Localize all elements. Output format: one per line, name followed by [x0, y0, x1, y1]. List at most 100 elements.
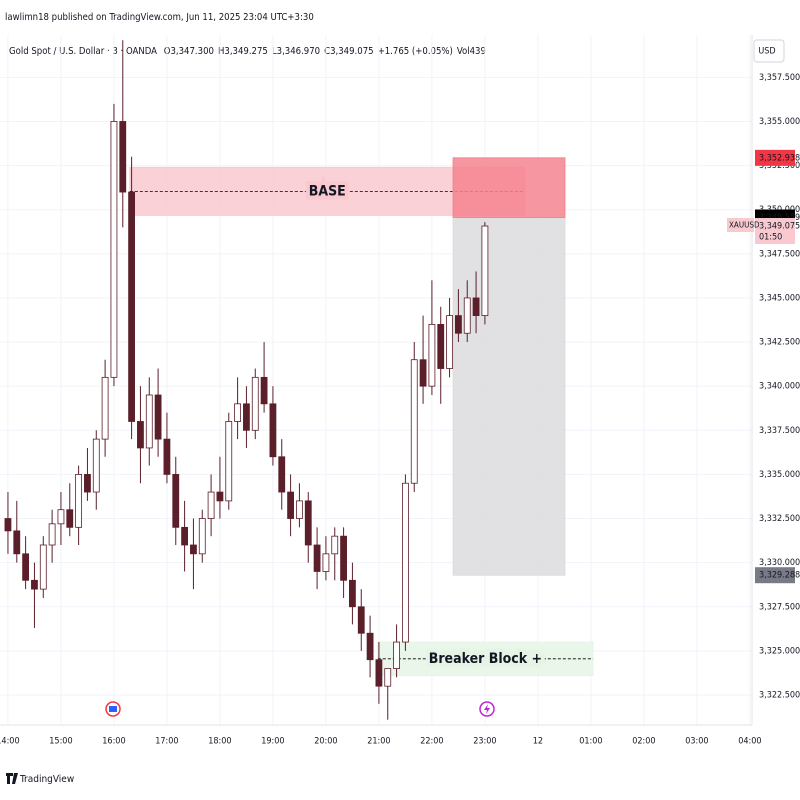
published-note: lawlimn18 published on TradingView.com, …	[5, 12, 314, 23]
candle-body	[181, 526, 188, 546]
candle-body	[92, 438, 100, 493]
y-tick-label: 3,335.000	[759, 470, 800, 480]
x-tick-label: 15:00	[49, 737, 72, 747]
price-label: 3,352.938	[759, 153, 800, 163]
price-label-box	[755, 567, 795, 584]
candle-body	[437, 324, 445, 369]
candle-body	[481, 225, 489, 316]
candle-body	[39, 544, 47, 590]
candle-body	[119, 121, 127, 193]
brand: TradingView	[19, 774, 74, 785]
y-tick-label: 3,322.500	[759, 691, 800, 701]
y-tick-label: 3,357.500	[759, 73, 800, 83]
candle-body	[84, 474, 91, 493]
candle-body	[260, 376, 268, 405]
y-tick-label: 3,347.500	[759, 249, 800, 259]
legend-line: Gold Spot / U.S. Dollar · 3 · OANDA O3,3…	[9, 46, 494, 57]
x-tick-label: 23:00	[473, 737, 496, 747]
candle-body	[154, 394, 162, 440]
candle-body	[322, 553, 330, 572]
candle-body	[402, 482, 409, 643]
bolt-icon	[484, 704, 490, 714]
candle-body	[163, 438, 171, 475]
candle-body	[145, 394, 153, 449]
candle-body	[243, 403, 250, 431]
x-tick-label: 18:00	[208, 737, 231, 747]
price-label-sub: 01:50	[759, 233, 782, 243]
price-label: 3,349.559	[759, 213, 800, 223]
candle-body	[48, 523, 56, 546]
y-tick-label: 3,345.000	[759, 293, 800, 303]
candle-body	[172, 474, 180, 528]
zone-label: Breaker Block +	[429, 651, 542, 667]
candle-body	[375, 659, 383, 687]
ohlc-values: O3,347.300 H3,349.275 L3,346.970 C3,349.075…	[164, 46, 490, 57]
candle-body	[463, 297, 471, 334]
y-tick-label: 3,325.000	[759, 646, 800, 656]
candle-body	[428, 324, 436, 387]
zone	[452, 157, 566, 218]
candle-body	[4, 518, 12, 532]
price-label: 3,329.288	[759, 571, 800, 581]
x-tick-label: 02:00	[632, 737, 655, 747]
candle-body	[66, 509, 74, 528]
x-tick-label: 20:00	[314, 737, 337, 747]
x-tick-label: 19:00	[261, 737, 284, 747]
candle-body	[304, 500, 312, 546]
ohlc-value: Vol439	[456, 46, 486, 57]
candle-body	[393, 641, 400, 669]
candle-body	[75, 474, 83, 528]
currency-button[interactable]	[753, 39, 785, 63]
candle-body	[198, 518, 206, 555]
candle-body	[472, 297, 480, 316]
y-tick-label: 3,352.500	[759, 161, 800, 171]
candle-body	[287, 491, 294, 519]
x-tick-label: 12	[533, 737, 543, 747]
candle-body	[455, 315, 462, 334]
candle-body	[384, 668, 392, 687]
candle-body	[419, 359, 427, 387]
x-tick-label: 21:00	[367, 737, 390, 747]
x-tick-label: 16:00	[102, 737, 125, 747]
zone-label: BASE	[309, 183, 346, 199]
ohlc-value: +1.765 (+0.05%)	[377, 46, 453, 57]
y-tick-label: 3,327.500	[759, 602, 800, 612]
candle-body	[31, 579, 38, 590]
x-tick-label: 01:00	[579, 737, 602, 747]
candle-body	[57, 509, 65, 525]
x-tick-label: 22:00	[420, 737, 443, 747]
y-tick-label: 3,337.500	[759, 426, 800, 436]
currency: USD	[758, 47, 775, 57]
candle-body	[137, 421, 144, 449]
candle-body	[190, 544, 197, 555]
candle-body	[225, 421, 233, 502]
candle-body	[110, 121, 118, 378]
y-tick-label: 3,355.000	[759, 117, 800, 127]
candle-body	[357, 606, 365, 634]
symbol-label: XAUUSD	[729, 221, 760, 230]
candle-body	[207, 491, 215, 519]
ohlc-value: L3,346.970	[271, 46, 321, 57]
candle-body	[101, 376, 109, 440]
candle-body	[216, 491, 224, 502]
candle-body	[13, 530, 21, 555]
candle-body	[313, 544, 321, 572]
candle-body	[446, 315, 453, 369]
ohlc-value: C3,349.075	[324, 46, 374, 57]
candle-body	[234, 403, 241, 422]
y-tick-label: 3,340.000	[759, 382, 800, 392]
price-label-box	[755, 218, 795, 245]
symbol-box	[727, 218, 754, 233]
candle-body	[410, 359, 418, 484]
tv-logo	[6, 773, 18, 784]
candle-body	[251, 376, 259, 431]
flag-icon	[109, 706, 117, 712]
ohlc-value: O3,347.300	[163, 46, 214, 57]
candle-body	[269, 403, 277, 458]
candle-body	[340, 535, 347, 581]
x-tick-label: 04:00	[738, 737, 761, 747]
candle-body	[349, 579, 356, 608]
price-label: 3,349.075	[759, 222, 800, 232]
